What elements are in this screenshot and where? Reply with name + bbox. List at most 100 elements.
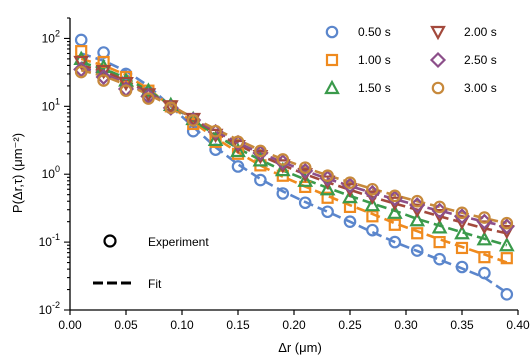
series-2-points	[75, 45, 513, 265]
data-point	[230, 142, 246, 158]
data-point	[209, 124, 222, 138]
data-point	[343, 176, 357, 190]
series-1-points	[74, 33, 514, 301]
legend-marker	[430, 25, 446, 41]
legend-item: 2.50 s	[429, 51, 497, 69]
legend-label: 2.50 s	[464, 53, 497, 67]
data-point	[97, 74, 110, 87]
data-point	[231, 135, 245, 149]
y-tick-label: 100	[42, 164, 60, 181]
data-point	[410, 244, 424, 257]
data-point	[500, 288, 514, 301]
y-tick-label: 102	[42, 28, 60, 45]
style-legend: Experiment Fit	[93, 234, 209, 291]
x-axis-ticks: 0.00 0.05 0.10 0.15 0.20 0.25 0.30 0.35 0.40	[58, 310, 530, 332]
data-point	[500, 216, 514, 230]
y-tick-exponent: -2	[52, 300, 60, 310]
data-point	[298, 196, 312, 210]
y-tick-label: 10-1	[39, 232, 60, 249]
y-tick-base: 10	[39, 235, 53, 249]
data-point	[274, 161, 291, 177]
x-tick-label: 0.25	[338, 318, 362, 332]
legend-item: 1.50 s	[324, 79, 391, 95]
legend-label: 1.50 s	[358, 81, 391, 95]
data-point	[297, 172, 314, 187]
data-point	[364, 196, 381, 212]
data-point	[476, 231, 493, 246]
data-point	[411, 227, 424, 240]
x-tick-label: 0.00	[58, 318, 82, 332]
data-point	[276, 187, 290, 200]
data-point	[252, 152, 269, 167]
data-point	[343, 215, 357, 228]
y-tick-exponent: 0	[55, 164, 60, 174]
experiment-legend-label: Experiment	[148, 235, 209, 249]
data-point	[74, 65, 88, 79]
series-6-points	[74, 65, 514, 230]
y-tick-base: 10	[42, 99, 56, 113]
x-axis-label: Δr (μm)	[278, 340, 322, 355]
y-tick-base: 10	[42, 31, 56, 45]
experiment-legend-marker	[103, 234, 117, 248]
legend: 0.50 s 1.00 s 1.50 s 2.00 s 2.50 s 3.00 s	[324, 25, 497, 95]
data-point	[95, 65, 112, 80]
data-point	[388, 189, 402, 203]
y-tick-label: 101	[42, 96, 60, 113]
data-point	[119, 84, 133, 97]
data-point	[142, 92, 155, 105]
data-point	[431, 219, 448, 234]
x-tick-label: 0.35	[450, 318, 474, 332]
data-point	[454, 224, 470, 240]
data-point	[455, 206, 469, 220]
data-point	[455, 241, 469, 255]
data-point	[500, 252, 513, 265]
series-3-points	[73, 50, 515, 252]
data-point	[366, 223, 379, 237]
legend-label: 1.00 s	[358, 53, 391, 67]
data-point	[478, 266, 491, 280]
data-point	[478, 251, 491, 264]
legend-marker	[325, 53, 339, 67]
data-point	[164, 101, 178, 115]
legend-label: 2.00 s	[464, 25, 497, 39]
x-tick-label: 0.15	[226, 318, 250, 332]
y-tick-base: 10	[42, 167, 56, 181]
data-point	[319, 180, 336, 196]
data-point	[321, 205, 334, 219]
data-point	[433, 252, 446, 266]
legend-label: 3.00 s	[464, 81, 497, 95]
data-point	[118, 76, 134, 92]
data-point	[388, 218, 401, 231]
legend-marker	[429, 51, 447, 69]
data-point	[95, 68, 112, 86]
x-tick-label: 0.30	[394, 318, 418, 332]
fit-legend-label: Fit	[148, 277, 162, 291]
data-point	[207, 131, 224, 147]
data-point	[231, 160, 245, 173]
legend-item: 3.00 s	[431, 81, 497, 95]
data-point	[498, 225, 515, 240]
x-tick-label: 0.10	[170, 318, 194, 332]
data-point	[478, 211, 491, 224]
legend-marker	[431, 81, 445, 95]
data-point	[73, 61, 90, 78]
data-point	[321, 191, 334, 204]
data-point	[366, 210, 379, 223]
data-point	[73, 55, 90, 71]
data-point	[321, 169, 334, 183]
data-point	[409, 211, 426, 227]
x-tick-label: 0.05	[114, 318, 138, 332]
data-point	[386, 204, 403, 219]
data-point	[276, 153, 290, 166]
y-tick-exponent: 2	[55, 28, 60, 38]
x-tick-label: 0.40	[506, 318, 530, 332]
y-tick-exponent: -1	[52, 232, 60, 242]
legend-item: 2.00 s	[430, 25, 497, 41]
legend-label: 0.50 s	[358, 25, 391, 39]
data-point	[454, 215, 470, 230]
data-point	[498, 236, 515, 252]
x-tick-label: 0.20	[282, 318, 306, 332]
data-point	[476, 220, 493, 235]
